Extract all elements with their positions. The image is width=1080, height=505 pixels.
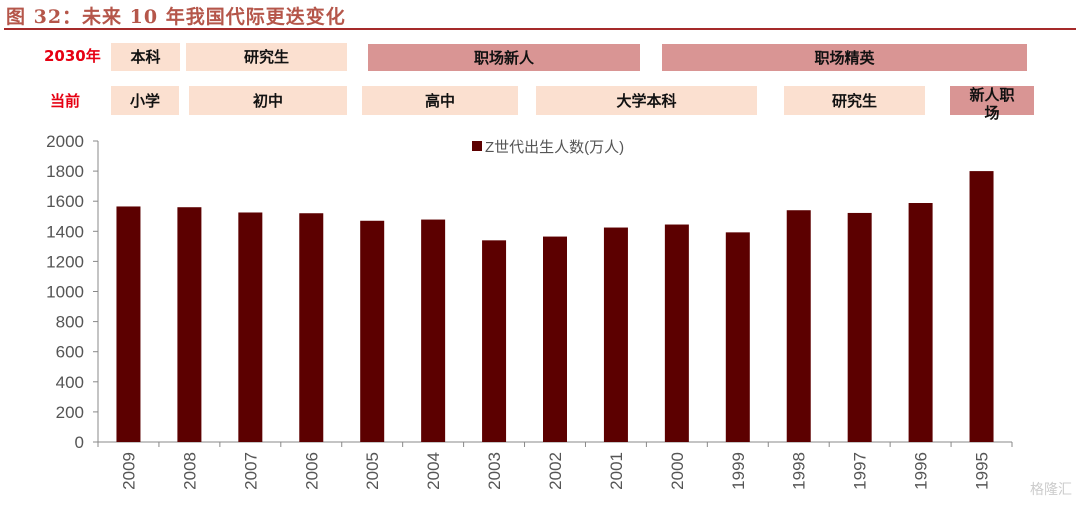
bar-2007 [238,212,263,442]
x-tick-label: 1996 [912,452,931,490]
bar-2001 [603,227,628,442]
band-2030-undergrad: 本科 [111,43,180,71]
watermark: 格隆汇 [1030,482,1072,498]
band-2030-new-worker: 职场新人 [368,44,640,71]
legend-label: Z世代出生人数(万人) [485,139,624,156]
x-tick-label: 2005 [363,452,382,490]
bar-1999 [725,232,750,442]
band-current-senior: 高中 [362,86,518,115]
bar-2002 [543,236,567,442]
x-tick-label: 1999 [729,452,748,490]
bar-2008 [177,207,202,442]
band-2030-elite: 职场精英 [662,44,1027,71]
row-label-current: 当前 [50,92,81,110]
y-tick-label: 1800 [46,162,84,181]
x-tick-label: 2004 [424,452,443,490]
x-tick-label: 2009 [119,452,138,490]
x-tick-label: 2000 [668,452,687,490]
x-tick-label: 1995 [973,452,992,490]
band-current-junior: 初中 [189,86,347,115]
x-tick-label: 2003 [485,452,504,490]
bar-1998 [786,210,811,442]
bar-2004 [421,219,446,442]
y-tick-label: 800 [56,313,84,332]
x-tick-label: 2008 [180,452,199,490]
bar-2009 [116,206,141,442]
y-tick-label: 1400 [46,222,84,241]
bar-2000 [664,224,689,442]
band-current-graduate: 研究生 [784,86,925,115]
x-tick-label: 2007 [241,452,260,490]
y-tick-label: 200 [56,403,84,422]
title-divider [4,28,1076,30]
bar-2005 [360,220,385,442]
x-tick-label: 1997 [851,452,870,490]
y-tick-label: 1600 [46,192,84,211]
x-tick-label: 2006 [302,452,321,490]
y-tick-label: 600 [56,343,84,362]
y-tick-label: 0 [75,433,84,452]
bar-2006 [299,213,324,442]
legend-swatch [472,141,482,151]
row-label-2030: 2030年 [44,47,101,65]
x-tick-label: 2001 [607,452,626,490]
bar-1996 [908,203,933,442]
y-tick-label: 1200 [46,252,84,271]
y-tick-label: 2000 [46,132,84,151]
y-tick-label: 1000 [46,283,84,302]
band-2030-graduate: 研究生 [186,43,347,71]
bar-2003 [482,240,507,442]
x-tick-label: 1998 [790,452,809,490]
x-tick-label: 2002 [546,452,565,490]
band-current-undergrad: 大学本科 [536,86,757,115]
bar-1995 [969,171,994,442]
y-tick-label: 400 [56,373,84,392]
figure-title: 图 32：未来 10 年我国代际更迭变化 [6,6,346,28]
band-current-primary: 小学 [111,86,179,115]
bar-1997 [847,212,872,442]
